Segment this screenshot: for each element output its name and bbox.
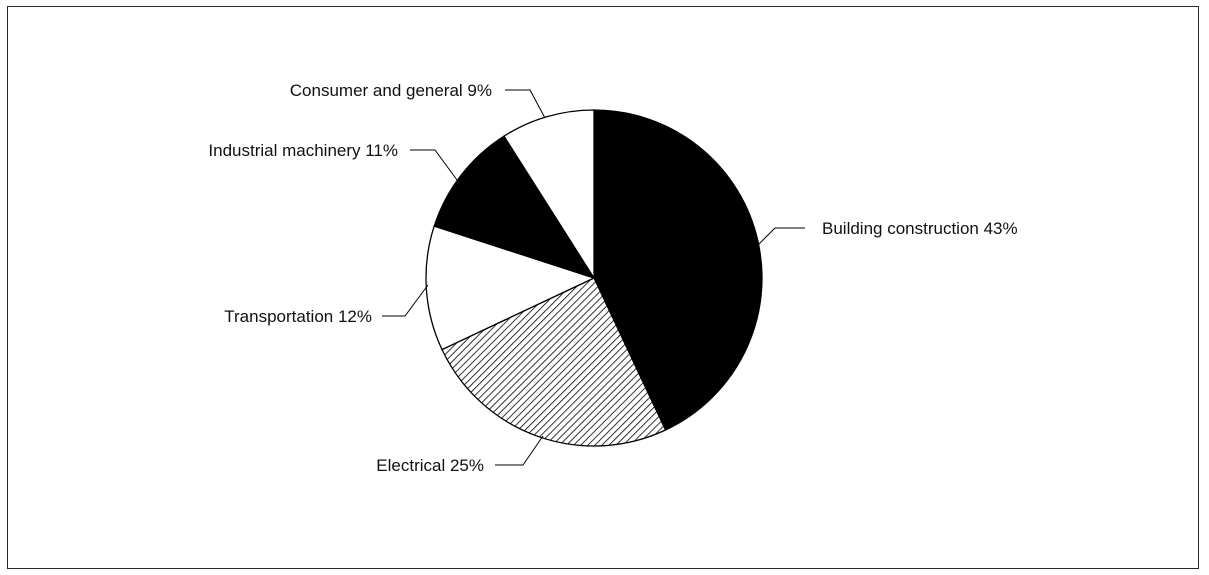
leader-line xyxy=(410,149,458,181)
leader-line xyxy=(495,435,544,466)
pie-slices xyxy=(425,109,763,447)
pie-slice-industrial-machinery xyxy=(433,135,596,280)
leader-line xyxy=(382,284,429,317)
slice-label: Consumer and general 9% xyxy=(290,81,492,100)
slice-labels: Building construction 43% Electrical 25% T… xyxy=(208,81,1017,475)
pie-slice-electrical xyxy=(441,277,667,447)
pie-slice-building-construction xyxy=(593,109,763,431)
slice-label: Transportation 12% xyxy=(224,307,372,326)
leader-lines xyxy=(382,89,805,466)
slice-label: Industrial machinery 11% xyxy=(208,141,398,160)
leader-line xyxy=(757,227,805,246)
pie-slice-transportation xyxy=(425,225,596,351)
slice-label: Building construction 43% xyxy=(822,219,1018,238)
slice-label: Electrical 25% xyxy=(376,456,484,475)
pie-slice-consumer-and-general xyxy=(503,109,595,281)
leader-line xyxy=(505,89,546,119)
